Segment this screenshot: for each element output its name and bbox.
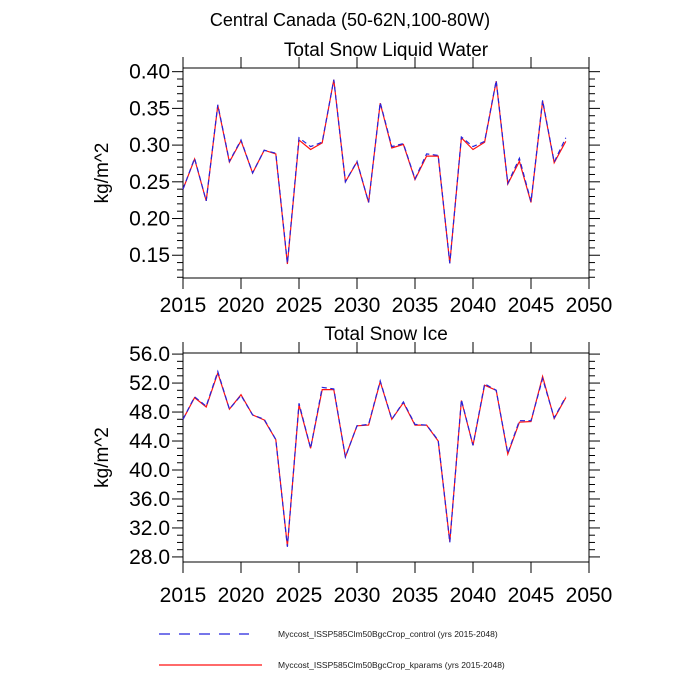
charts-svg: 2015 2020 2025 2030 2035 2040 2045 2050 0.15 0.20… — [92, 57, 613, 607]
figure-title: Central Canada (50-62N,100-80W) — [209, 10, 491, 30]
legend-item-control: Myccost_ISSP585Clm50BgcCrop_control (yrs… — [158, 626, 505, 642]
svg-text:2020: 2020 — [218, 584, 265, 607]
legend-item-kparams: Myccost_ISSP585Clm50BgcCrop_kparams (yrs… — [158, 657, 505, 673]
svg-text:56.0: 56.0 — [129, 343, 170, 366]
legend-label-control: Myccost_ISSP585Clm50BgcCrop_control (yrs… — [278, 629, 498, 639]
svg-text:2050: 2050 — [566, 294, 613, 317]
legend-label-kparams: Myccost_ISSP585Clm50BgcCrop_kparams (yrs… — [278, 660, 505, 670]
bottom-chart-title: Total Snow Ice — [324, 324, 448, 345]
svg-text:32.0: 32.0 — [129, 517, 170, 540]
svg-text:36.0: 36.0 — [129, 488, 170, 511]
svg-text:0.35: 0.35 — [129, 97, 170, 120]
legend-line-kparams-icon — [159, 664, 262, 666]
svg-text:0.25: 0.25 — [129, 171, 170, 194]
svg-text:2035: 2035 — [392, 294, 439, 317]
svg-text:2035: 2035 — [392, 584, 439, 607]
svg-text:0.20: 0.20 — [129, 208, 170, 231]
svg-text:44.0: 44.0 — [129, 430, 170, 453]
svg-text:2020: 2020 — [218, 294, 265, 317]
svg-text:2015: 2015 — [160, 584, 207, 607]
svg-text:2015: 2015 — [160, 294, 207, 317]
svg-text:0.15: 0.15 — [129, 244, 170, 267]
svg-text:kg/m^2: kg/m^2 — [92, 427, 113, 488]
svg-text:kg/m^2: kg/m^2 — [92, 143, 113, 204]
svg-text:2040: 2040 — [450, 294, 497, 317]
svg-text:2050: 2050 — [566, 584, 613, 607]
legend-line-control-icon — [159, 633, 249, 635]
svg-text:0.40: 0.40 — [129, 61, 170, 84]
svg-text:28.0: 28.0 — [129, 546, 170, 569]
svg-text:2030: 2030 — [334, 294, 381, 317]
svg-text:40.0: 40.0 — [129, 459, 170, 482]
svg-text:2025: 2025 — [276, 584, 323, 607]
top-chart-title: Total Snow Liquid Water — [283, 40, 489, 61]
legend: Myccost_ISSP585Clm50BgcCrop_control (yrs… — [158, 626, 505, 688]
svg-text:2045: 2045 — [508, 294, 555, 317]
svg-text:2030: 2030 — [334, 584, 381, 607]
svg-text:48.0: 48.0 — [129, 401, 170, 424]
svg-text:52.0: 52.0 — [129, 372, 170, 395]
svg-text:2025: 2025 — [276, 294, 323, 317]
svg-text:2040: 2040 — [450, 584, 497, 607]
svg-text:2045: 2045 — [508, 584, 555, 607]
svg-text:0.30: 0.30 — [129, 134, 170, 157]
